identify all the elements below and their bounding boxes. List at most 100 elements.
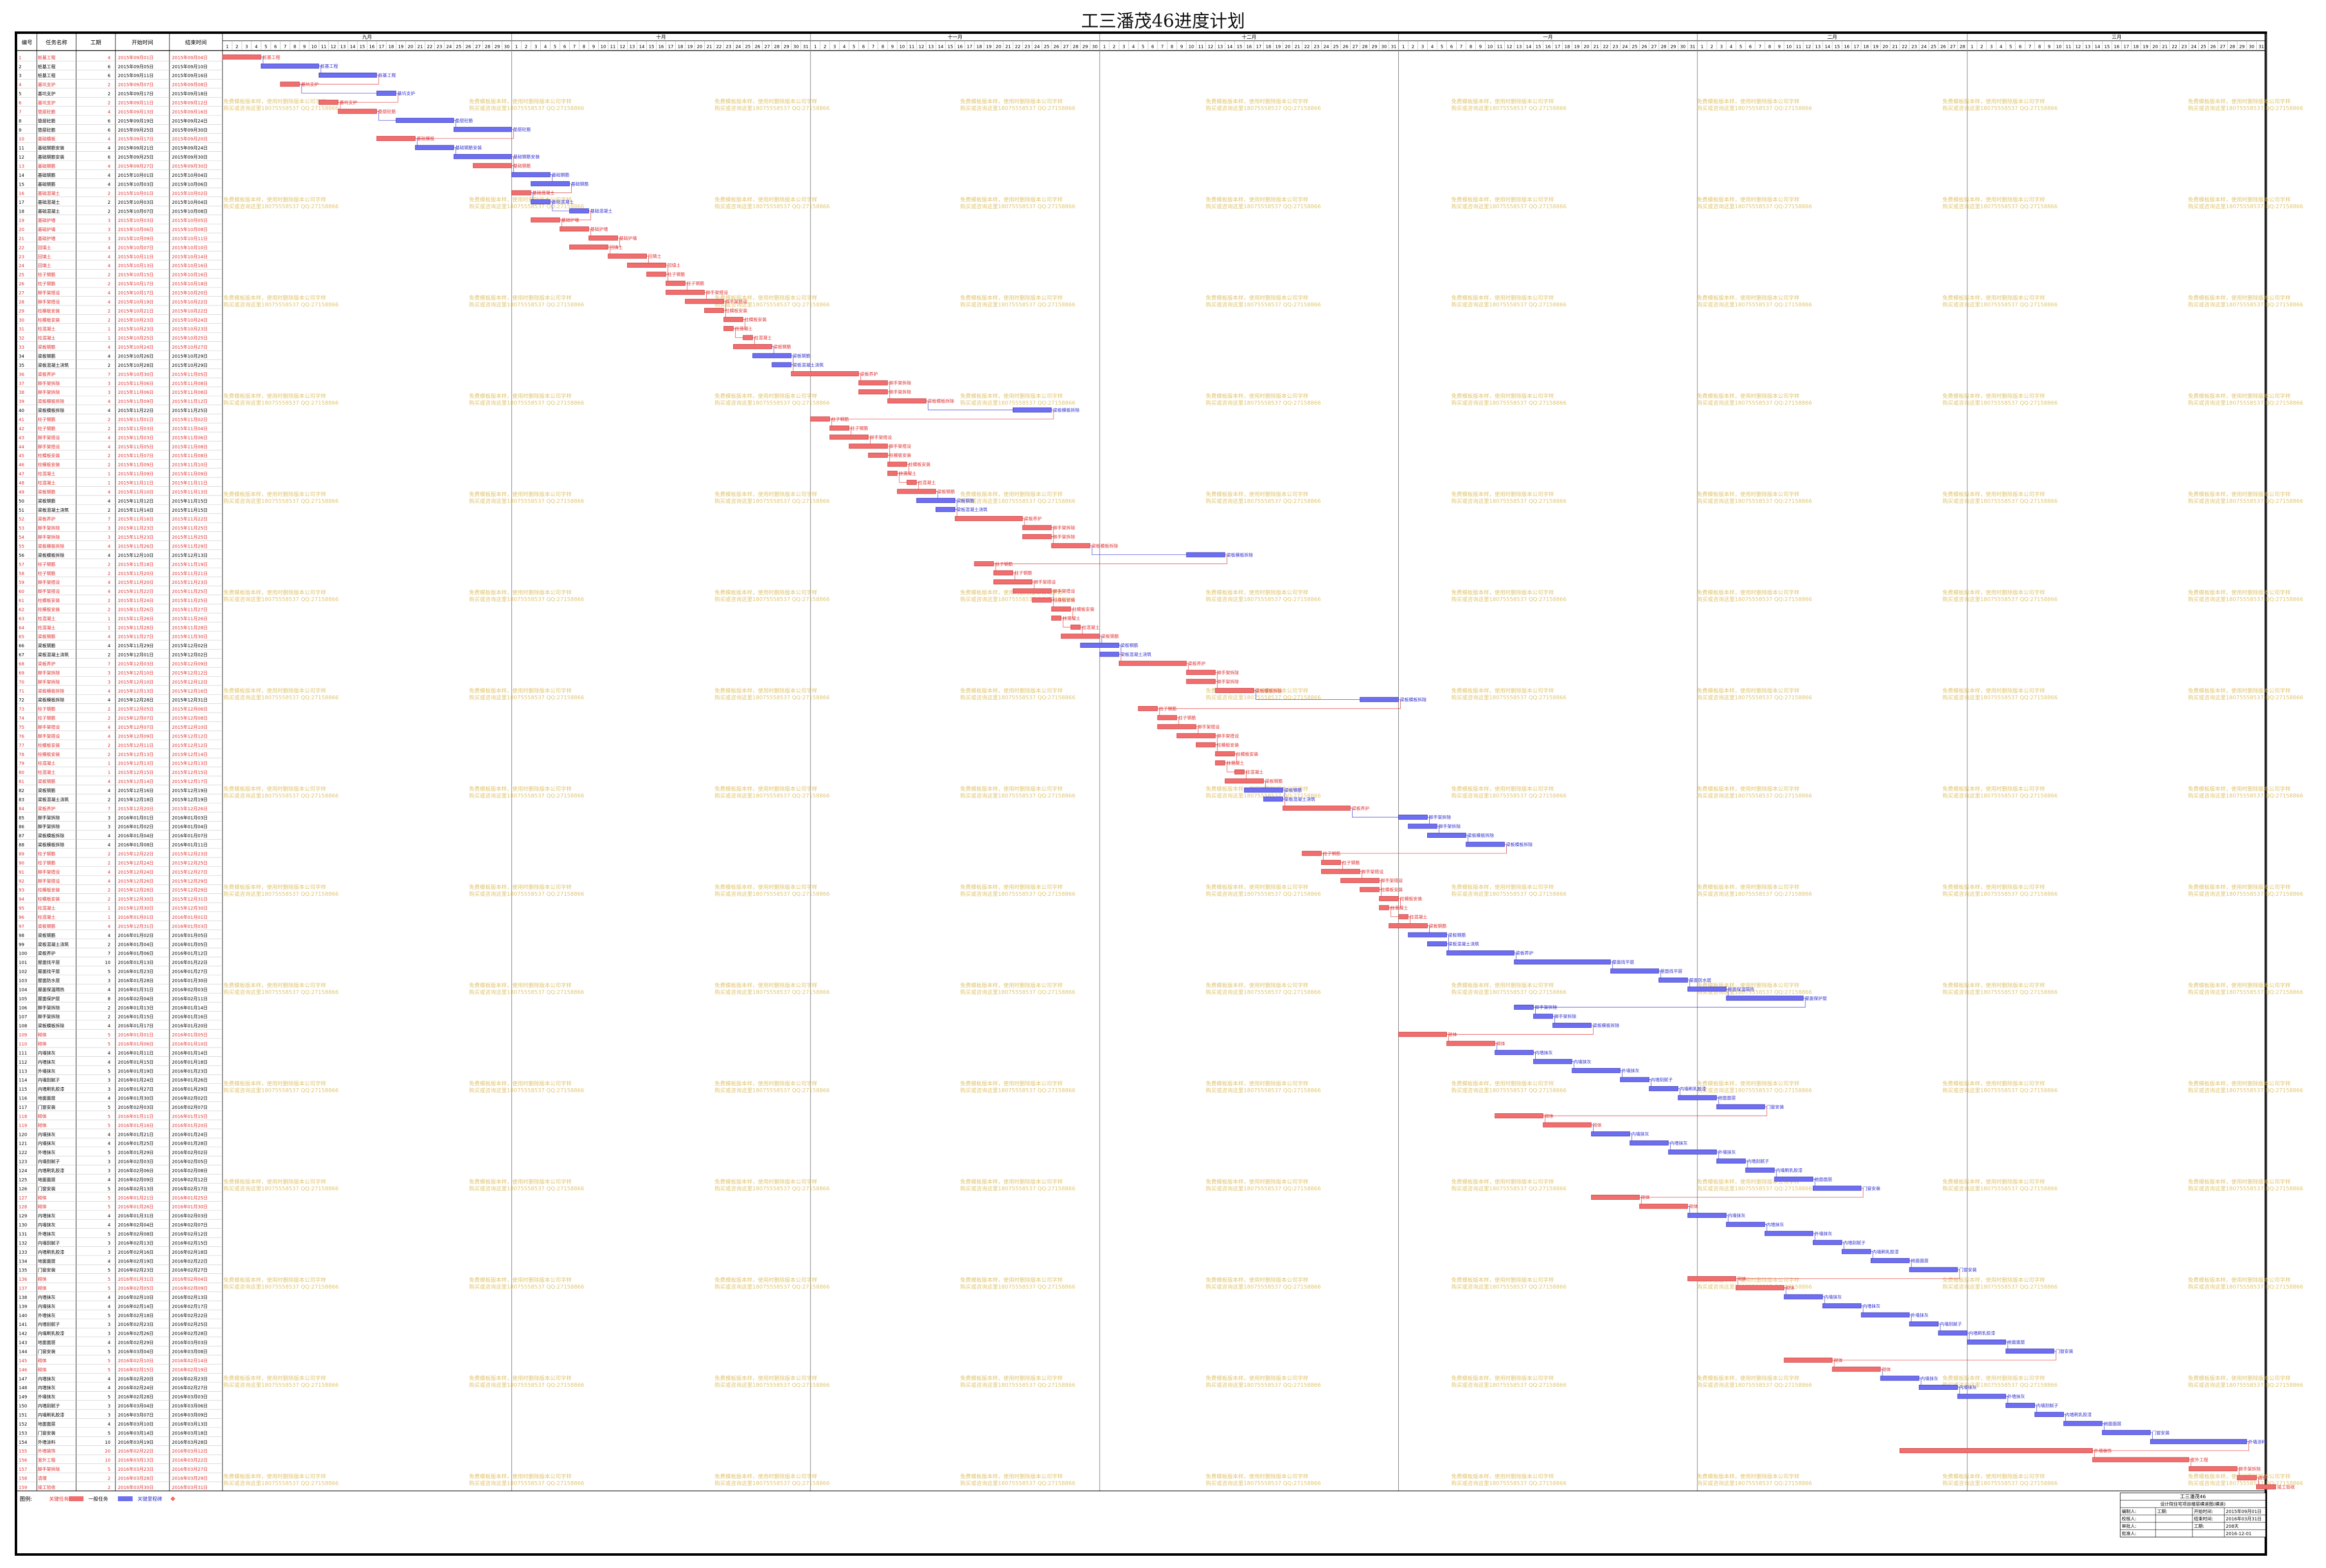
day-label: 27: [764, 45, 770, 50]
task-end: 2015年11月12日: [172, 399, 208, 405]
watermark-text: 购买或咨询这里18075558537 QQ:27158866: [1697, 792, 1812, 799]
day-label: 22: [427, 45, 432, 50]
task-name: 内墙刮腻子: [38, 1321, 60, 1327]
task-bar-label: 内墙抹灰: [1766, 1222, 1784, 1228]
task-duration: 7: [108, 662, 111, 667]
day-label: 5: [554, 45, 556, 50]
task-duration: 3: [108, 825, 111, 830]
task-bar: [772, 362, 792, 367]
day-label: 29: [1670, 45, 1676, 50]
watermark-text: 购买或咨询这里18075558537 QQ:27158866: [223, 1480, 339, 1486]
day-label: 21: [417, 45, 423, 50]
task-bar: [511, 172, 551, 177]
watermark-text: 购买或咨询这里18075558537 QQ:27158866: [223, 890, 339, 897]
task-bar-label: 柱子钢筋: [831, 416, 849, 422]
task-name: 梁板模板拆除: [38, 697, 64, 703]
task-name: 柱模板安装: [38, 462, 60, 468]
watermark-text: 免费模板版本样，使用时删除版本公司字样: [960, 883, 1063, 890]
task-end: 2015年12月08日: [172, 715, 208, 721]
task-end: 2015年10月16日: [172, 263, 208, 269]
task-bar-label: 柱子钢筋: [667, 272, 685, 277]
task-bar-label: 脚手架拆除: [1554, 1014, 1577, 1019]
watermark-text: 免费模板版本样，使用时删除版本公司字样: [715, 1473, 817, 1480]
task-duration: 2: [108, 83, 111, 88]
day-label: 4: [1431, 45, 1434, 50]
task-start: 2016年01月06日: [118, 1041, 154, 1047]
watermark-text: 免费模板版本样，使用时删除版本公司字样: [960, 196, 1063, 203]
task-end: 2015年11月29日: [172, 543, 208, 549]
task-start: 2015年12月10日: [118, 670, 154, 676]
day-label: 21: [2162, 45, 2167, 50]
watermark-text: 免费模板版本样，使用时删除版本公司字样: [223, 1473, 326, 1480]
task-start: 2016年01月30日: [118, 1096, 154, 1101]
watermark-text: 购买或咨询这里18075558537 QQ:27158866: [1206, 105, 1321, 111]
task-end: 2015年12月15日: [172, 770, 208, 775]
task-end: 2016年02月18日: [172, 1249, 208, 1255]
watermark-text: 购买或咨询这里18075558537 QQ:27158866: [2188, 694, 2303, 701]
task-id: 8: [19, 119, 22, 124]
dependency-line: [1138, 699, 1401, 709]
task-start: 2015年09月17日: [118, 91, 154, 97]
task-duration: 5: [108, 1368, 111, 1373]
task-id: 18: [19, 210, 25, 215]
task-id: 135: [19, 1268, 27, 1273]
task-duration: 3: [108, 526, 111, 531]
task-id: 79: [19, 762, 25, 767]
task-start: 2016年01月29日: [118, 1150, 154, 1155]
task-end: 2016年02月22日: [172, 1313, 208, 1319]
day-label: 21: [1005, 45, 1011, 50]
task-start: 2016年02月26日: [118, 1331, 154, 1337]
task-name: 基础钢筋: [38, 181, 55, 187]
task-duration: 4: [108, 1142, 111, 1147]
task-bar-label: 回填土: [609, 245, 623, 250]
watermark-text: 免费模板版本样，使用时删除版本公司字样: [960, 1473, 1063, 1480]
task-start: 2016年02月10日: [118, 1358, 154, 1364]
task-duration: 2: [108, 861, 111, 866]
watermark-text: 免费模板版本样，使用时删除版本公司字样: [1697, 883, 1800, 890]
task-id: 10: [19, 137, 25, 142]
task-bar: [1745, 1167, 1775, 1173]
task-bar-label: 内墙刮腻子: [1843, 1240, 1865, 1246]
month-label: 十二月: [1242, 34, 1256, 40]
task-end: 2015年09月30日: [172, 127, 208, 133]
task-name: 柱混凝土: [38, 335, 55, 341]
watermark-text: 购买或咨询这里18075558537 QQ:27158866: [1942, 890, 2058, 897]
task-bar-label: 柱混凝土: [1226, 760, 1244, 766]
task-bar-label: 回填土: [667, 263, 681, 269]
day-label: 11: [321, 45, 326, 50]
task-duration: 3: [108, 382, 111, 386]
task-start: 2015年12月05日: [118, 706, 154, 712]
task-start: 2016年01月31日: [118, 1276, 154, 1282]
day-label: 8: [1170, 45, 1173, 50]
task-name: 脚手架搭设: [38, 878, 60, 884]
task-bar-label: 柱子钢筋: [1014, 570, 1032, 576]
task-id: 91: [19, 870, 24, 875]
task-bar: [1543, 1122, 1592, 1128]
watermark-text: 购买或咨询这里18075558537 QQ:27158866: [960, 105, 1076, 111]
day-label: 8: [2038, 45, 2041, 50]
dependency-line: [810, 410, 1054, 419]
task-end: 2016年02月02日: [172, 1096, 208, 1101]
task-bar-label: 梁板钢筋: [1429, 923, 1446, 929]
task-duration: 2: [108, 1477, 111, 1482]
task-end: 2015年12月10日: [172, 724, 208, 730]
day-label: 6: [274, 45, 277, 50]
task-name: 内墙抹灰: [38, 1294, 55, 1300]
task-id: 132: [19, 1241, 27, 1246]
task-end: 2015年11月26日: [172, 616, 208, 622]
watermark-text: 免费模板版本样，使用时删除版本公司字样: [2188, 883, 2291, 890]
task-name: 梁板钢筋: [38, 923, 55, 929]
day-label: 14: [639, 45, 645, 50]
task-bar: [1118, 660, 1187, 666]
watermark-text: 免费模板版本样，使用时删除版本公司字样: [960, 294, 1063, 301]
task-bar-label: 梁板养护: [1188, 660, 1206, 666]
day-label: 6: [862, 45, 865, 50]
day-label: 28: [1362, 45, 1368, 50]
task-duration: 5: [108, 1205, 111, 1210]
task-duration: 4: [108, 137, 111, 142]
task-bar: [1080, 642, 1119, 648]
day-label: 9: [1778, 45, 1781, 50]
task-bar: [1186, 552, 1225, 557]
task-name: 梁板钢筋: [38, 643, 55, 649]
